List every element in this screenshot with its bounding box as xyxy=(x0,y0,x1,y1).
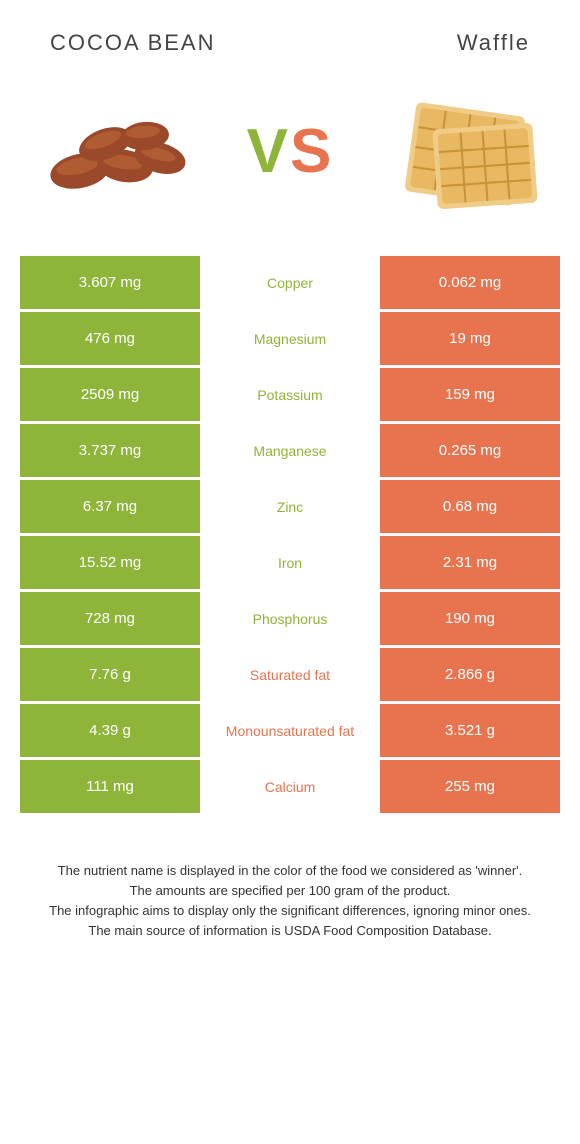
nutrient-label: Monounsaturated fat xyxy=(200,704,380,757)
right-value-cell: 19 mg xyxy=(380,312,560,365)
nutrient-label: Iron xyxy=(200,536,380,589)
nutrient-table: 3.607 mgCopper0.062 mg476 mgMagnesium19 … xyxy=(0,256,580,813)
footer-line: The main source of information is USDA F… xyxy=(40,921,540,941)
footer-line: The infographic aims to display only the… xyxy=(40,901,540,921)
right-food-title: Waffle xyxy=(457,30,530,56)
nutrient-label: Saturated fat xyxy=(200,648,380,701)
right-value-cell: 255 mg xyxy=(380,760,560,813)
images-row: VS xyxy=(0,76,580,256)
left-value-cell: 7.76 g xyxy=(20,648,200,701)
comparison-infographic: COCOA BEAN Waffle VS xyxy=(0,0,580,972)
nutrient-label: Phosphorus xyxy=(200,592,380,645)
table-row: 4.39 gMonounsaturated fat3.521 g xyxy=(20,704,560,757)
nutrient-label: Potassium xyxy=(200,368,380,421)
left-value-cell: 728 mg xyxy=(20,592,200,645)
table-row: 3.737 mgManganese0.265 mg xyxy=(20,424,560,477)
table-row: 728 mgPhosphorus190 mg xyxy=(20,592,560,645)
table-row: 6.37 mgZinc0.68 mg xyxy=(20,480,560,533)
left-value-cell: 15.52 mg xyxy=(20,536,200,589)
right-value-cell: 2.866 g xyxy=(380,648,560,701)
nutrient-label: Magnesium xyxy=(200,312,380,365)
footer-line: The nutrient name is displayed in the co… xyxy=(40,861,540,881)
table-row: 111 mgCalcium255 mg xyxy=(20,760,560,813)
cocoa-bean-image xyxy=(30,86,200,216)
table-row: 2509 mgPotassium159 mg xyxy=(20,368,560,421)
left-food-title: COCOA BEAN xyxy=(50,30,215,56)
right-value-cell: 0.265 mg xyxy=(380,424,560,477)
left-value-cell: 476 mg xyxy=(20,312,200,365)
nutrient-label: Zinc xyxy=(200,480,380,533)
right-value-cell: 0.062 mg xyxy=(380,256,560,309)
footer-notes: The nutrient name is displayed in the co… xyxy=(0,816,580,972)
nutrient-label: Calcium xyxy=(200,760,380,813)
nutrient-label: Manganese xyxy=(200,424,380,477)
left-value-cell: 3.737 mg xyxy=(20,424,200,477)
left-value-cell: 2509 mg xyxy=(20,368,200,421)
waffle-image xyxy=(380,86,550,216)
left-value-cell: 6.37 mg xyxy=(20,480,200,533)
right-value-cell: 190 mg xyxy=(380,592,560,645)
right-value-cell: 3.521 g xyxy=(380,704,560,757)
right-value-cell: 2.31 mg xyxy=(380,536,560,589)
table-row: 7.76 gSaturated fat2.866 g xyxy=(20,648,560,701)
header-row: COCOA BEAN Waffle xyxy=(0,0,580,76)
nutrient-label: Copper xyxy=(200,256,380,309)
right-value-cell: 159 mg xyxy=(380,368,560,421)
vs-v: V xyxy=(247,117,290,186)
table-row: 15.52 mgIron2.31 mg xyxy=(20,536,560,589)
footer-line: The amounts are specified per 100 gram o… xyxy=(40,881,540,901)
table-row: 3.607 mgCopper0.062 mg xyxy=(20,256,560,309)
table-row: 476 mgMagnesium19 mg xyxy=(20,312,560,365)
left-value-cell: 4.39 g xyxy=(20,704,200,757)
vs-label: VS xyxy=(247,116,334,187)
right-value-cell: 0.68 mg xyxy=(380,480,560,533)
left-value-cell: 3.607 mg xyxy=(20,256,200,309)
left-value-cell: 111 mg xyxy=(20,760,200,813)
vs-s: S xyxy=(290,117,333,186)
